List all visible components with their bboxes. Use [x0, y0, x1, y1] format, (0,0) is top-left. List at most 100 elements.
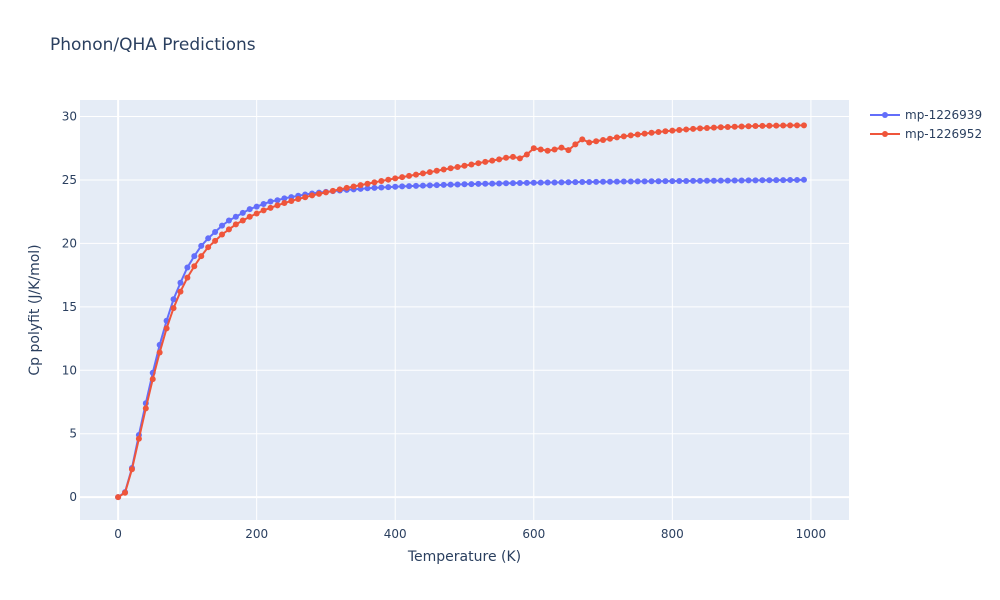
data-point[interactable] [669, 178, 676, 185]
data-point[interactable] [385, 184, 392, 191]
data-point[interactable] [648, 129, 655, 136]
data-point[interactable] [225, 226, 232, 233]
data-point[interactable] [156, 349, 163, 356]
data-point[interactable] [135, 435, 142, 442]
data-point[interactable] [184, 274, 191, 281]
data-point[interactable] [461, 162, 468, 169]
data-point[interactable] [454, 181, 461, 188]
data-point[interactable] [662, 178, 669, 185]
data-point[interactable] [738, 123, 745, 130]
data-point[interactable] [530, 145, 537, 152]
data-point[interactable] [787, 122, 794, 129]
data-point[interactable] [336, 186, 343, 193]
data-point[interactable] [225, 217, 232, 224]
data-point[interactable] [447, 181, 454, 188]
data-point[interactable] [731, 177, 738, 184]
data-point[interactable] [413, 171, 419, 178]
data-point[interactable] [510, 180, 516, 187]
data-point[interactable] [717, 124, 724, 131]
data-point[interactable] [475, 180, 482, 187]
data-point[interactable] [634, 178, 641, 185]
data-point[interactable] [413, 182, 419, 189]
data-point[interactable] [523, 151, 530, 158]
data-point[interactable] [593, 178, 600, 185]
data-point[interactable] [239, 209, 246, 216]
data-point[interactable] [565, 147, 572, 154]
data-point[interactable] [267, 198, 274, 205]
data-point[interactable] [503, 180, 510, 187]
data-point[interactable] [683, 126, 690, 133]
data-point[interactable] [371, 184, 378, 191]
data-point[interactable] [766, 177, 773, 184]
data-point[interactable] [752, 177, 759, 184]
data-point[interactable] [523, 179, 530, 186]
data-point[interactable] [212, 228, 219, 235]
data-point[interactable] [392, 175, 399, 182]
data-point[interactable] [406, 172, 413, 179]
data-point[interactable] [516, 155, 523, 162]
data-point[interactable] [316, 190, 323, 197]
data-point[interactable] [440, 181, 447, 188]
data-point[interactable] [496, 156, 503, 163]
data-point[interactable] [267, 204, 274, 211]
data-point[interactable] [634, 131, 641, 138]
data-point[interactable] [232, 221, 239, 228]
data-point[interactable] [703, 125, 710, 132]
data-point[interactable] [329, 187, 336, 194]
data-point[interactable] [780, 177, 787, 184]
data-point[interactable] [475, 160, 482, 167]
data-point[interactable] [703, 177, 710, 184]
data-point[interactable] [558, 179, 565, 186]
data-point[interactable] [253, 210, 260, 217]
data-point[interactable] [669, 127, 676, 134]
data-point[interactable] [731, 123, 738, 130]
data-point[interactable] [641, 178, 648, 185]
data-point[interactable] [717, 177, 724, 184]
data-point[interactable] [738, 177, 745, 184]
data-point[interactable] [641, 130, 648, 137]
data-point[interactable] [191, 263, 198, 270]
data-point[interactable] [489, 157, 496, 164]
data-point[interactable] [600, 136, 607, 143]
data-point[interactable] [468, 161, 475, 168]
data-point[interactable] [212, 237, 219, 244]
data-point[interactable] [752, 123, 759, 130]
data-point[interactable] [787, 176, 794, 183]
data-point[interactable] [648, 178, 655, 185]
data-point[interactable] [489, 180, 496, 187]
data-point[interactable] [260, 201, 267, 208]
data-point[interactable] [447, 165, 454, 172]
data-point[interactable] [620, 178, 627, 185]
data-point[interactable] [496, 180, 503, 187]
data-point[interactable] [745, 123, 752, 130]
data-point[interactable] [690, 177, 697, 184]
data-point[interactable] [606, 178, 613, 185]
data-point[interactable] [426, 169, 433, 176]
data-point[interactable] [613, 178, 620, 185]
data-point[interactable] [510, 153, 516, 160]
data-point[interactable] [399, 174, 406, 181]
data-point[interactable] [613, 134, 620, 141]
data-point[interactable] [516, 179, 523, 186]
data-point[interactable] [724, 124, 731, 131]
legend[interactable]: mp-1226939 mp-1226952 [870, 108, 982, 141]
data-point[interactable] [627, 132, 634, 139]
data-point[interactable] [177, 288, 184, 295]
data-point[interactable] [572, 141, 579, 148]
data-point[interactable] [773, 122, 780, 129]
data-point[interactable] [281, 195, 288, 202]
data-point[interactable] [281, 200, 288, 207]
data-point[interactable] [419, 182, 426, 189]
data-point[interactable] [697, 125, 704, 132]
data-point[interactable] [530, 179, 537, 186]
data-point[interactable] [537, 146, 544, 153]
data-point[interactable] [170, 305, 177, 312]
data-point[interactable] [676, 126, 683, 133]
data-point[interactable] [766, 122, 773, 129]
data-point[interactable] [745, 177, 752, 184]
data-point[interactable] [579, 178, 586, 185]
data-point[interactable] [392, 183, 399, 190]
data-point[interactable] [468, 181, 475, 188]
data-point[interactable] [309, 192, 316, 199]
data-point[interactable] [433, 167, 440, 174]
